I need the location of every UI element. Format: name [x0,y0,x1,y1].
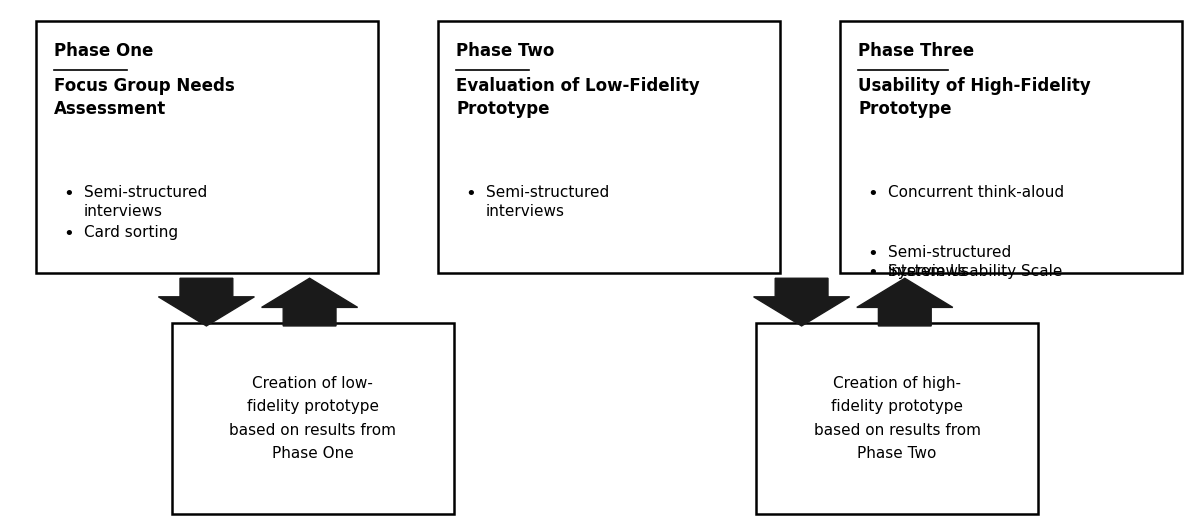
Text: Semi-structured
interviews: Semi-structured interviews [486,185,610,219]
FancyBboxPatch shape [172,323,454,514]
FancyBboxPatch shape [840,21,1182,273]
Polygon shape [857,278,953,326]
Polygon shape [158,278,254,326]
Text: Evaluation of Low-Fidelity
Prototype: Evaluation of Low-Fidelity Prototype [456,77,700,118]
Text: Phase One: Phase One [54,42,154,60]
Polygon shape [754,278,850,326]
Text: Concurrent think-aloud: Concurrent think-aloud [888,185,1064,200]
Text: •: • [868,185,878,203]
Text: Semi-structured
interviews: Semi-structured interviews [888,245,1012,279]
Text: •: • [64,185,74,203]
Text: Semi-structured
interviews: Semi-structured interviews [84,185,208,219]
FancyBboxPatch shape [438,21,780,273]
Text: Phase Three: Phase Three [858,42,974,60]
Text: •: • [466,185,476,203]
FancyBboxPatch shape [36,21,378,273]
Text: Creation of low-
fidelity prototype
based on results from
Phase One: Creation of low- fidelity prototype base… [229,376,396,461]
Text: Phase Two: Phase Two [456,42,554,60]
Text: •: • [64,225,74,243]
Text: System Usability Scale: System Usability Scale [888,264,1062,279]
Text: Usability of High-Fidelity
Prototype: Usability of High-Fidelity Prototype [858,77,1091,118]
Text: •: • [868,245,878,262]
Text: Card sorting: Card sorting [84,225,178,240]
Polygon shape [262,278,358,326]
Text: Creation of high-
fidelity prototype
based on results from
Phase Two: Creation of high- fidelity prototype bas… [814,376,980,461]
Text: Focus Group Needs
Assessment: Focus Group Needs Assessment [54,77,235,118]
FancyBboxPatch shape [756,323,1038,514]
Text: •: • [868,264,878,282]
